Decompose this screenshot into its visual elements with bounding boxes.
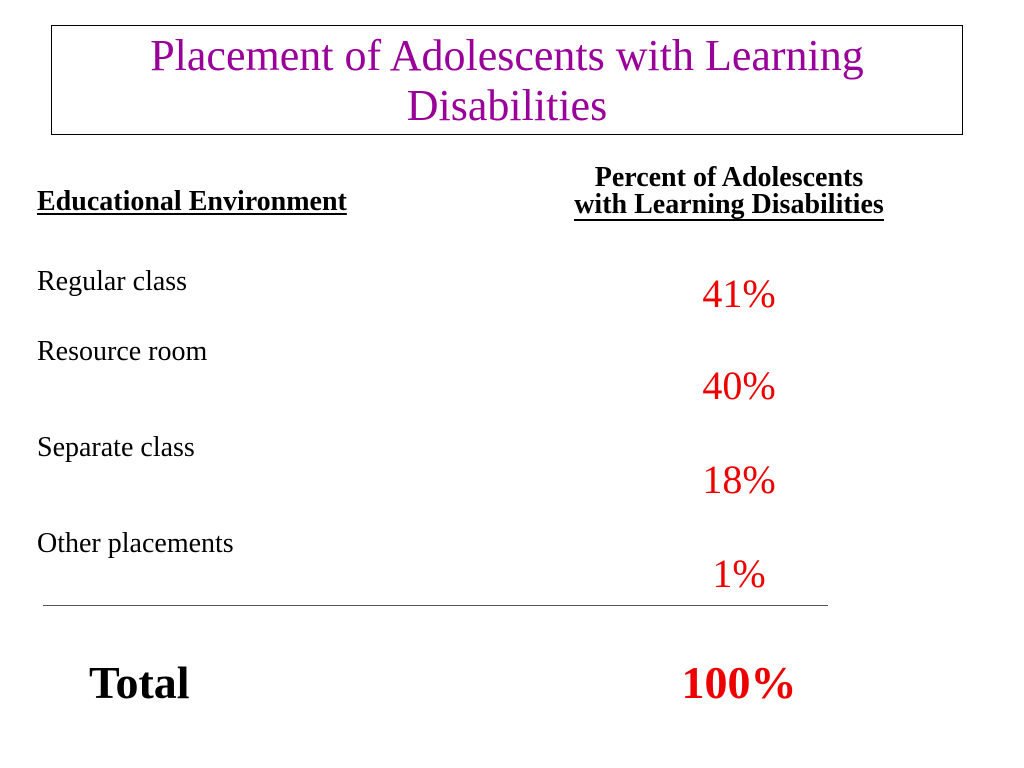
total-value: 100%	[681, 657, 797, 708]
total-label: Total	[89, 657, 190, 708]
header-percent-line2: with Learning Disabilities	[574, 189, 884, 221]
slide-title: Placement of Adolescents with Learning D…	[150, 31, 864, 130]
row-label-other-placements: Other placements	[37, 528, 234, 559]
row-label-regular-class: Regular class	[37, 266, 188, 297]
row-value-separate-class: 18%	[702, 457, 776, 502]
header-percent-line1: Percent of Adolescents	[594, 162, 864, 193]
row-label-resource-room: Resource room	[37, 336, 208, 367]
header-percent: Percent of Adolescents with Learning Dis…	[529, 164, 929, 221]
row-label-separate-class: Separate class	[37, 432, 195, 463]
slide-title-box: Placement of Adolescents with Learning D…	[51, 25, 963, 135]
row-value-other-placements: 1%	[712, 551, 766, 596]
row-value-regular-class: 41%	[702, 271, 776, 316]
row-value-resource-room: 40%	[702, 363, 776, 408]
header-educational-environment: Educational Environment	[37, 186, 347, 217]
total-divider	[43, 605, 828, 606]
